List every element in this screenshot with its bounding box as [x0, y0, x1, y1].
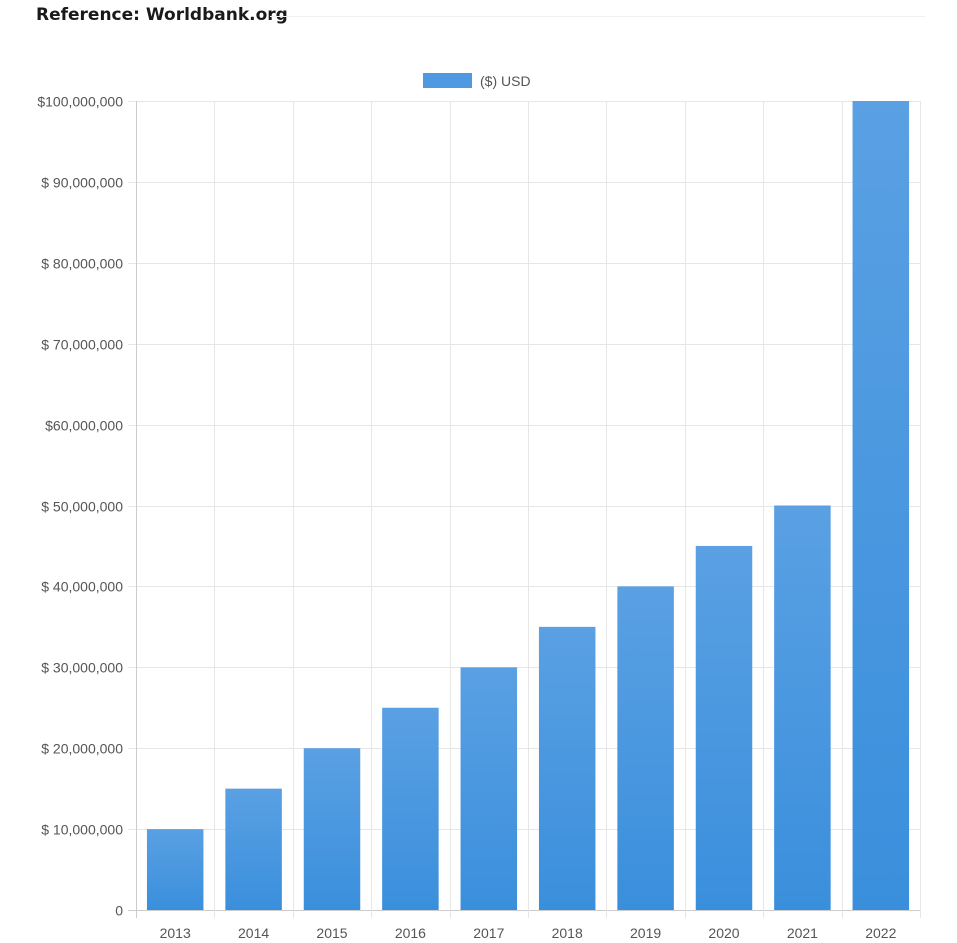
axes: 0 $ 10,000,000 $ 20,000,000 $ 30,000,000 $ 4… — [37, 94, 896, 942]
grid-lines — [128, 101, 921, 918]
y-tick-label: $ 90,000,000 — [41, 175, 123, 191]
y-tick-label: 0 — [115, 903, 123, 919]
legend-swatch[interactable] — [423, 73, 472, 88]
x-tick-label: 2022 — [865, 925, 896, 941]
y-tick-label: $ 40,000,000 — [41, 579, 123, 595]
bars — [146, 101, 910, 911]
legend-label[interactable]: ($) USD — [480, 73, 531, 89]
x-tick-label: 2021 — [787, 925, 818, 941]
bar-2021[interactable] — [774, 505, 831, 911]
y-tick-label: $ 10,000,000 — [41, 822, 123, 838]
x-tick-label: 2015 — [316, 925, 347, 941]
x-tick-label: 2019 — [630, 925, 661, 941]
bar-2020[interactable] — [695, 545, 753, 910]
bar-2015[interactable] — [303, 748, 361, 910]
legend[interactable]: ($) USD — [423, 73, 531, 89]
header-divider — [270, 16, 925, 17]
y-tick-label: $ 50,000,000 — [41, 499, 123, 515]
bar-2019[interactable] — [617, 586, 674, 910]
y-tick-label: $ 30,000,000 — [41, 660, 123, 676]
x-tick-label: 2013 — [160, 925, 191, 941]
bar-2017[interactable] — [460, 667, 518, 910]
y-tick-label: $ 70,000,000 — [41, 337, 123, 353]
bar-2013[interactable] — [146, 829, 204, 910]
x-tick-label: 2016 — [395, 925, 426, 941]
y-tick-label: $ 20,000,000 — [41, 741, 123, 757]
bar-2018[interactable] — [538, 626, 596, 910]
bar-2014[interactable] — [225, 788, 282, 910]
reference-header: Reference: Worldbank.org — [36, 5, 288, 25]
x-tick-label: 2018 — [552, 925, 583, 941]
x-tick-label: 2017 — [473, 925, 504, 941]
bar-2022[interactable] — [852, 101, 910, 910]
y-tick-label: $ 80,000,000 — [41, 256, 123, 272]
y-tick-label: $100,000,000 — [37, 94, 123, 110]
y-tick-label: $60,000,000 — [45, 418, 123, 434]
bar-2016[interactable] — [382, 707, 439, 910]
x-tick-label: 2014 — [238, 925, 269, 941]
x-tick-label: 2020 — [708, 925, 739, 941]
